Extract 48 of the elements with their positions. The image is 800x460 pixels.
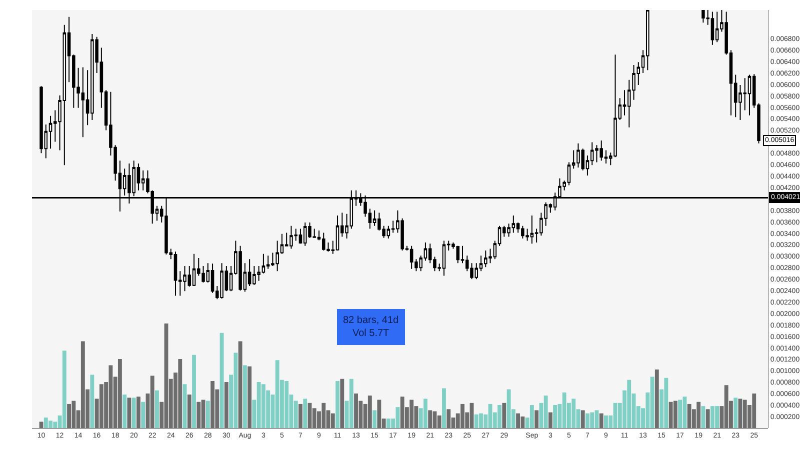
bar — [141, 402, 146, 428]
bar — [423, 398, 428, 428]
bar — [298, 404, 302, 428]
bar — [220, 332, 224, 428]
annotation: 82 bars, 41d Vol 5.7T — [343, 315, 399, 339]
bar — [127, 398, 132, 428]
bar — [39, 422, 44, 428]
bar — [150, 376, 154, 428]
bar — [155, 390, 159, 428]
bar — [599, 413, 604, 428]
bar — [62, 350, 66, 428]
bar — [238, 341, 242, 428]
bar — [678, 400, 682, 428]
bar — [428, 410, 432, 428]
bar — [196, 402, 201, 428]
bar — [553, 405, 558, 428]
bar — [206, 400, 210, 428]
bar — [437, 415, 442, 428]
bar — [701, 406, 706, 428]
bar — [673, 400, 678, 428]
bar — [548, 412, 552, 428]
bar — [336, 380, 340, 428]
bar — [224, 382, 228, 428]
bar — [118, 359, 122, 428]
bar — [516, 413, 520, 428]
bar — [502, 402, 506, 428]
bar — [442, 388, 446, 428]
bar — [136, 396, 140, 428]
bar — [122, 394, 127, 428]
bar — [242, 365, 247, 428]
bar — [734, 398, 738, 428]
bar — [248, 366, 252, 428]
bar — [303, 398, 308, 428]
bar — [530, 405, 534, 428]
bar — [368, 396, 372, 428]
bar — [132, 398, 136, 428]
bar — [372, 410, 377, 428]
bar — [349, 378, 354, 428]
bar — [706, 409, 710, 428]
bar — [534, 410, 539, 428]
bar — [187, 394, 192, 428]
bar — [580, 410, 585, 428]
bar — [654, 369, 659, 428]
bar — [192, 354, 196, 428]
bar — [90, 374, 94, 428]
bar — [446, 409, 451, 428]
bar — [330, 413, 335, 428]
bar — [340, 378, 344, 428]
